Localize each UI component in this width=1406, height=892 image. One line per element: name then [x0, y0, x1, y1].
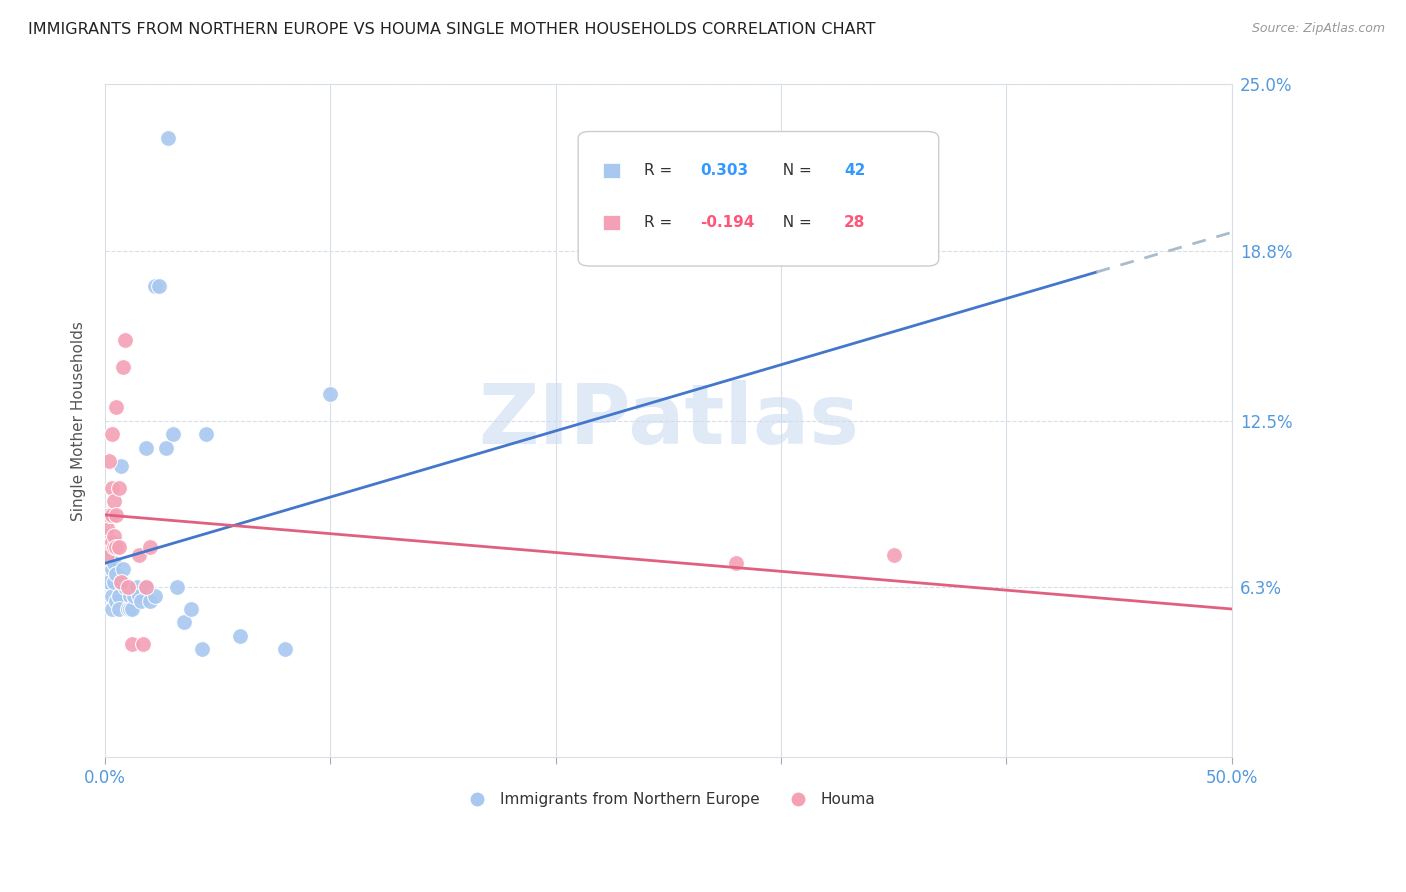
Point: [191, 642, 214, 657]
Point: [195, 427, 218, 442]
Text: Source: ZipAtlas.com: Source: ZipAtlas.com: [1251, 22, 1385, 36]
Point: [107, 481, 129, 495]
Point: [103, 575, 125, 590]
Point: [96, 548, 118, 562]
Point: [98, 454, 121, 468]
Point: [121, 637, 143, 651]
FancyBboxPatch shape: [603, 215, 620, 230]
Point: [105, 594, 128, 608]
Point: [98, 575, 121, 590]
Point: [105, 540, 128, 554]
Point: [135, 581, 157, 595]
Point: [157, 131, 180, 145]
Point: [129, 594, 152, 608]
Point: [139, 594, 162, 608]
Point: [724, 556, 747, 570]
Point: [128, 589, 150, 603]
Point: [114, 581, 136, 595]
Point: [117, 602, 139, 616]
Text: N =: N =: [773, 215, 817, 230]
Point: [173, 615, 195, 630]
Point: [110, 575, 132, 590]
Point: [274, 642, 297, 657]
Legend: Immigrants from Northern Europe, Houma: Immigrants from Northern Europe, Houma: [456, 786, 882, 814]
Point: [143, 279, 166, 293]
Point: [107, 540, 129, 554]
Text: 42: 42: [844, 163, 866, 178]
Point: [111, 561, 134, 575]
Text: ZIPatlas: ZIPatlas: [478, 380, 859, 461]
Point: [100, 602, 122, 616]
Point: [148, 279, 170, 293]
Text: -0.194: -0.194: [700, 215, 754, 230]
Point: [132, 637, 155, 651]
Point: [100, 561, 122, 575]
Point: [139, 540, 162, 554]
Point: [100, 508, 122, 522]
Point: [105, 567, 128, 582]
Point: [105, 508, 128, 522]
Point: [100, 589, 122, 603]
Point: [118, 602, 141, 616]
Point: [125, 581, 148, 595]
Text: N =: N =: [773, 163, 817, 178]
Point: [121, 602, 143, 616]
Point: [117, 581, 139, 595]
Text: IMMIGRANTS FROM NORTHERN EUROPE VS HOUMA SINGLE MOTHER HOUSEHOLDS CORRELATION CH: IMMIGRANTS FROM NORTHERN EUROPE VS HOUMA…: [28, 22, 876, 37]
Point: [155, 441, 177, 455]
Point: [103, 529, 125, 543]
Point: [114, 333, 136, 347]
Point: [103, 534, 125, 549]
Point: [98, 548, 121, 562]
Point: [100, 481, 122, 495]
Point: [96, 521, 118, 535]
Point: [128, 548, 150, 562]
FancyBboxPatch shape: [603, 163, 620, 178]
Text: 28: 28: [844, 215, 866, 230]
Text: 0.303: 0.303: [700, 163, 748, 178]
Point: [118, 589, 141, 603]
Point: [103, 556, 125, 570]
Point: [100, 427, 122, 442]
Point: [162, 427, 184, 442]
Point: [100, 534, 122, 549]
Point: [135, 581, 157, 595]
Point: [143, 589, 166, 603]
Point: [105, 401, 128, 415]
Point: [110, 459, 132, 474]
Point: [229, 629, 252, 643]
Point: [110, 575, 132, 590]
Point: [103, 494, 125, 508]
Point: [180, 602, 202, 616]
Y-axis label: Single Mother Households: Single Mother Households: [72, 321, 86, 521]
Point: [166, 581, 188, 595]
Text: R =: R =: [644, 215, 676, 230]
Point: [103, 540, 125, 554]
Point: [98, 534, 121, 549]
Text: R =: R =: [644, 163, 676, 178]
Point: [124, 589, 146, 603]
FancyBboxPatch shape: [578, 131, 939, 266]
Point: [883, 548, 905, 562]
Point: [111, 359, 134, 374]
Point: [98, 508, 121, 522]
Point: [107, 602, 129, 616]
Point: [107, 589, 129, 603]
Point: [135, 441, 157, 455]
Point: [96, 529, 118, 543]
Point: [319, 386, 342, 401]
